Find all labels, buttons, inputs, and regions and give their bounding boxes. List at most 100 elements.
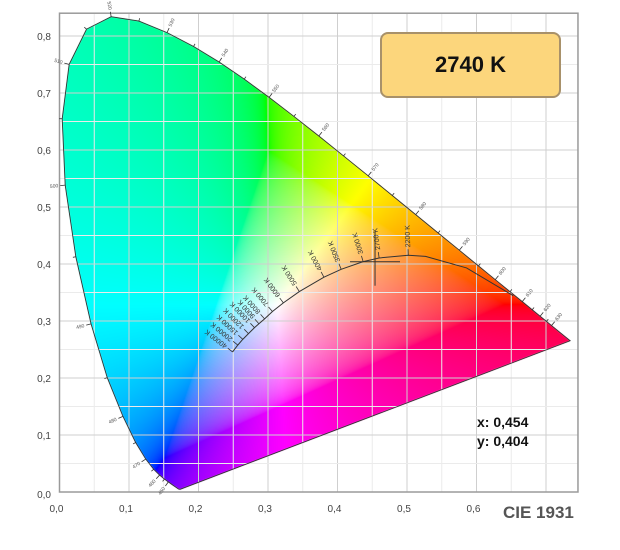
y-tick-label: 0,2	[37, 374, 51, 385]
x-tick-label: 0,5	[397, 504, 411, 515]
wavelength-label: 500	[50, 183, 59, 190]
wavelength-tick	[162, 478, 165, 482]
cct-tick	[377, 251, 380, 259]
y-tick-label: 0,4	[37, 260, 51, 271]
cct-value: 2740 K	[435, 52, 506, 77]
y-tick-label: 0,5	[37, 203, 51, 214]
wavelength-tick	[531, 307, 535, 311]
x-coordinate-readout: x: 0,454	[477, 414, 529, 430]
cct-label: 2700 K	[372, 227, 382, 250]
cct-label: 4000 K	[307, 248, 324, 271]
cct-tick	[250, 323, 255, 328]
y-tick-label: 0,6	[37, 146, 51, 157]
wavelength-tick	[551, 321, 555, 326]
wavelength-tick	[478, 263, 481, 267]
x-tick-label: 0,2	[189, 504, 203, 515]
wavelength-tick	[458, 246, 463, 251]
wavelength-label: 510	[53, 58, 63, 66]
y-tick-label: 0,0	[37, 490, 51, 501]
wavelength-tick	[104, 377, 108, 379]
wavelength-label: 600	[498, 266, 508, 276]
wavelength-tick	[218, 57, 223, 63]
wavelength-label: 630	[554, 312, 564, 322]
measured-point-crosshair	[350, 231, 401, 286]
wavelength-tick	[415, 210, 420, 215]
wavelength-tick	[437, 230, 441, 234]
wavelength-label: 540	[221, 48, 231, 58]
wavelength-label: 580	[418, 201, 428, 211]
cct-tick	[238, 334, 244, 340]
wavelength-tick	[318, 131, 323, 137]
planckian-locus-curve	[232, 254, 514, 353]
plot-frame	[58, 12, 579, 493]
wavelength-label: 470	[132, 461, 142, 471]
wavelength-tick	[64, 62, 70, 65]
wavelength-tick	[343, 153, 346, 157]
wavelength-label: 590	[462, 237, 472, 247]
wavelength-tick	[155, 474, 160, 480]
cct-tick	[260, 314, 265, 320]
x-tick-label: 0,1	[119, 504, 133, 515]
wavelength-label: 450	[157, 486, 167, 496]
wavelength-tick	[109, 11, 112, 17]
wavelength-tick	[494, 275, 499, 280]
wavelength-label: 550	[271, 83, 281, 93]
cct-tick	[254, 318, 260, 324]
wavelength-tick	[193, 43, 196, 47]
y-tick-label: 0,8	[37, 32, 51, 43]
cct-tick	[279, 297, 284, 304]
grid	[58, 12, 579, 493]
cct-tick	[295, 286, 300, 292]
wavelength-label: 460	[147, 478, 157, 488]
wavelength-label: 480	[108, 417, 118, 426]
wavelength-tick	[72, 256, 76, 258]
x-tick-label: 0,4	[328, 504, 342, 515]
axes: 0,0 0,1 0,2 0,3 0,4 0,5 0,6 0,0 0,1 0,2 0,3 0,4 0,5 0…	[37, 32, 481, 515]
wavelength-tick	[293, 113, 297, 117]
cct-label: 2200 K	[405, 225, 413, 248]
cct-tick	[320, 271, 325, 278]
wavelength-tick	[86, 323, 92, 326]
wavelength-tick	[132, 442, 136, 445]
wavelength-tick	[166, 27, 170, 33]
y-coordinate-readout: y: 0,404	[477, 433, 529, 449]
wavelength-label: 620	[543, 303, 553, 313]
x-tick-label: 0,0	[50, 504, 64, 515]
wavelength-tick	[509, 289, 513, 292]
cct-label: 3500 K	[327, 239, 342, 263]
wavelength-tick	[268, 93, 273, 98]
cct-tick	[232, 341, 239, 346]
wavelength-label: 560	[321, 122, 331, 132]
cct-label: 3000 K	[352, 231, 365, 255]
standard-label: CIE 1931	[503, 503, 574, 522]
cct-tick	[338, 263, 342, 270]
cct-tick	[243, 329, 249, 334]
wavelength-label: 610	[525, 288, 535, 298]
wavelength-tick	[391, 192, 395, 196]
y-tick-label: 0,7	[37, 89, 51, 100]
wavelength-tick	[546, 318, 549, 322]
wavelength-tick	[141, 458, 146, 463]
wavelength-tick	[539, 312, 544, 317]
cct-label: 5000 K	[281, 263, 299, 286]
cct-tick	[361, 255, 364, 262]
spectral-locus-outline	[61, 16, 572, 490]
y-tick-label: 0,1	[37, 431, 51, 442]
wavelength-label: 570	[371, 162, 381, 172]
x-tick-label: 0,6	[467, 504, 481, 515]
wavelength-label: 530	[168, 18, 177, 28]
wavelength-label: 490	[76, 323, 86, 331]
wavelength-tick	[118, 415, 124, 419]
cct-tick	[268, 306, 273, 312]
wavelength-tick	[138, 18, 141, 22]
wavelength-tick	[165, 481, 169, 487]
x-tick-label: 0,3	[258, 504, 272, 515]
cct-readout-box: 2740 K	[380, 32, 561, 98]
wavelength-tick	[243, 76, 247, 80]
cct-label: 6000 K	[263, 276, 282, 298]
wavelength-tick	[84, 26, 87, 30]
cct-tick	[227, 347, 233, 353]
wavelength-tick	[367, 171, 372, 177]
